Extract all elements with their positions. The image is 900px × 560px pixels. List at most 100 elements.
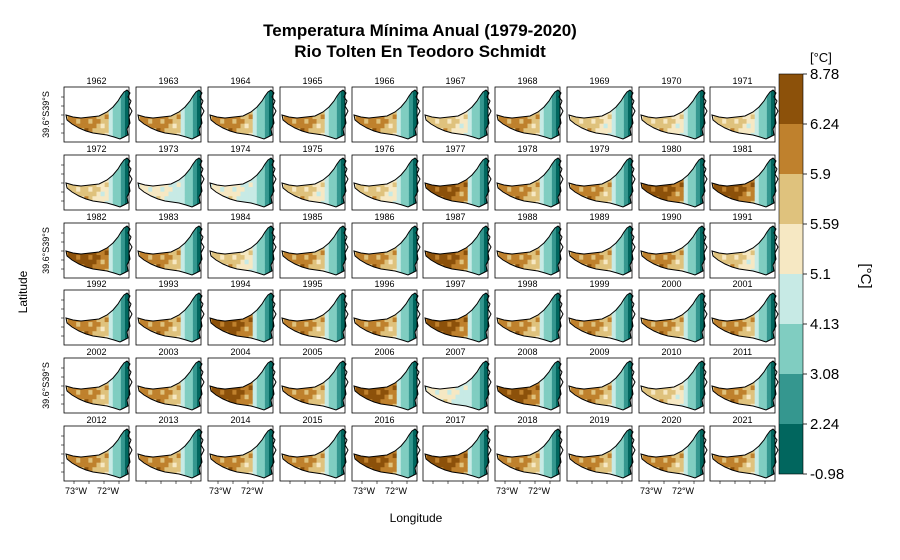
basin-outline [496, 292, 564, 343]
map-panel: 1991 [709, 212, 779, 279]
temperature-raster [210, 293, 274, 342]
basin-outline [281, 360, 349, 411]
basin-outline [281, 89, 349, 140]
colorbar-segment [779, 374, 803, 424]
map-panel: 2014 [207, 415, 277, 484]
chart-title: Temperatura Mínima Anual (1979-2020) Rio… [130, 20, 710, 62]
panel-year-label: 1994 [230, 279, 250, 289]
temperature-raster [354, 158, 418, 207]
panel-year-label: 2005 [302, 347, 322, 357]
colorbar-tick-label: 5.59 [810, 216, 839, 233]
panel-year-label: 1990 [661, 212, 681, 222]
temperature-raster [641, 293, 705, 342]
colorbar-segment [779, 124, 803, 174]
panel-frame [207, 289, 274, 346]
temperature-raster [282, 90, 346, 139]
map-panel: 1973 [135, 144, 205, 211]
temperature-raster [282, 429, 346, 478]
basin-outline [568, 157, 636, 208]
temperature-raster [569, 429, 633, 478]
map-panel: 1990 [638, 212, 708, 279]
basin-outline [137, 157, 205, 208]
panel-frame [494, 154, 561, 211]
colorbar-tick-label: 8.78 [810, 66, 839, 83]
temperature-raster [641, 226, 705, 275]
map-panel: 1979 [566, 144, 636, 211]
x-tick-label: 72°W [528, 486, 551, 496]
map-panel: 2005 [279, 347, 349, 414]
map-panel: 2016 [351, 415, 421, 484]
panel-year-label: 1963 [158, 76, 178, 86]
temperature-raster [282, 226, 346, 275]
temperature-raster [354, 361, 418, 410]
panel-frame [494, 86, 561, 143]
basin-outline [640, 428, 708, 479]
basin-outline [281, 428, 349, 479]
map-panel: 1998 [494, 279, 564, 346]
temperature-raster [138, 226, 202, 275]
temperature-raster [712, 158, 776, 207]
panel-frame [135, 425, 202, 482]
panel-frame [422, 154, 489, 211]
x-tick-label: 72°W [385, 486, 408, 496]
basin-outline [209, 360, 277, 411]
panel-frame [351, 154, 418, 211]
basin-outline [496, 360, 564, 411]
panel-year-label: 2018 [517, 415, 537, 425]
map-panel: 1999 [566, 279, 636, 346]
map-panel: 1969 [566, 76, 636, 143]
colorbar-tick-label: -0.98 [810, 466, 844, 483]
map-panel: 2020 [638, 415, 708, 484]
temperature-raster [66, 158, 130, 207]
panel-frame [422, 289, 489, 346]
temperature-raster [354, 429, 418, 478]
basin-outline [353, 157, 421, 208]
panel-year-label: 1971 [732, 76, 752, 86]
panel-frame [207, 154, 274, 211]
basin-outline [711, 428, 779, 479]
map-panel: 2006 [351, 347, 421, 414]
map-panel: 1966 [351, 76, 421, 143]
colorbar-tick-label: 4.13 [810, 316, 839, 333]
basin-outline [353, 428, 421, 479]
map-panel: 2019 [566, 415, 636, 484]
basin-outline [496, 157, 564, 208]
temperature-raster [569, 158, 633, 207]
temperature-raster [138, 429, 202, 478]
temperature-raster [425, 293, 489, 342]
map-panel: 2002 [61, 347, 133, 414]
panel-year-label: 1962 [86, 76, 106, 86]
temperature-raster [66, 90, 130, 139]
basin-outline [568, 89, 636, 140]
basin-outline [137, 292, 205, 343]
map-panel: 1984 [207, 212, 277, 279]
map-panel: 2007 [422, 347, 492, 414]
basin-outline [424, 292, 492, 343]
panel-frame [135, 289, 202, 346]
basin-outline [640, 89, 708, 140]
panel-frame [351, 357, 418, 414]
panel-frame [63, 86, 130, 143]
panel-year-label: 1997 [445, 279, 465, 289]
temperature-raster [138, 361, 202, 410]
map-panel: 2004 [207, 347, 277, 414]
temperature-raster [138, 293, 202, 342]
y-tick-label: 39.6°S39°S [41, 227, 51, 274]
x-tick-label: 73°W [640, 486, 663, 496]
panel-frame [279, 425, 346, 482]
colorbar-side-label: [°C] [857, 263, 874, 288]
map-panel: 1963 [135, 76, 205, 143]
panel-year-label: 2008 [517, 347, 537, 357]
temperature-raster [210, 158, 274, 207]
temperature-raster [497, 429, 561, 478]
map-panel: 2013 [135, 415, 205, 484]
panel-year-label: 2014 [230, 415, 250, 425]
basin-outline [353, 89, 421, 140]
basin-outline [424, 225, 492, 276]
panel-year-label: 1978 [517, 144, 537, 154]
panel-year-label: 1989 [589, 212, 609, 222]
temperature-raster [712, 429, 776, 478]
map-panel: 1996 [351, 279, 421, 346]
colorbar-tick-label: 3.08 [810, 366, 839, 383]
